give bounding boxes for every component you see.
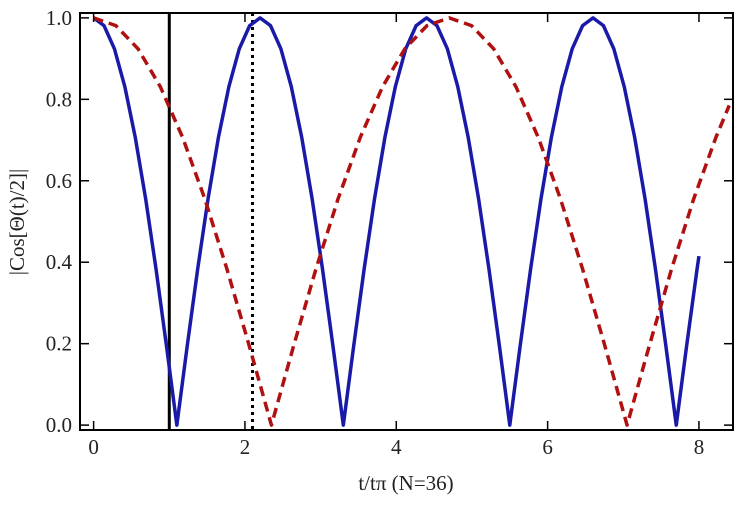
series-line [92, 16, 701, 427]
x-tick-label: 6 [542, 435, 553, 459]
y-tick-label: 0.8 [46, 87, 72, 111]
x-tick-label: 4 [391, 435, 402, 459]
x-tick-label: 0 [88, 435, 99, 459]
y-tick-label: 0.6 [46, 169, 72, 193]
y-tick-label: 0.4 [46, 250, 73, 274]
plot-frame [79, 12, 734, 431]
series-line [93, 16, 731, 427]
x-tick-label: 2 [240, 435, 251, 459]
y-tick-label: 0.2 [46, 332, 72, 356]
y-tick-label: 1.0 [46, 6, 72, 30]
x-tick-label: 8 [694, 435, 705, 459]
y-tick-label: 0.0 [46, 413, 72, 437]
y-axis-label: |Cos[Θ(t)/2]| [5, 169, 29, 275]
x-axis-label: t/tπ (N=36) [358, 471, 453, 495]
